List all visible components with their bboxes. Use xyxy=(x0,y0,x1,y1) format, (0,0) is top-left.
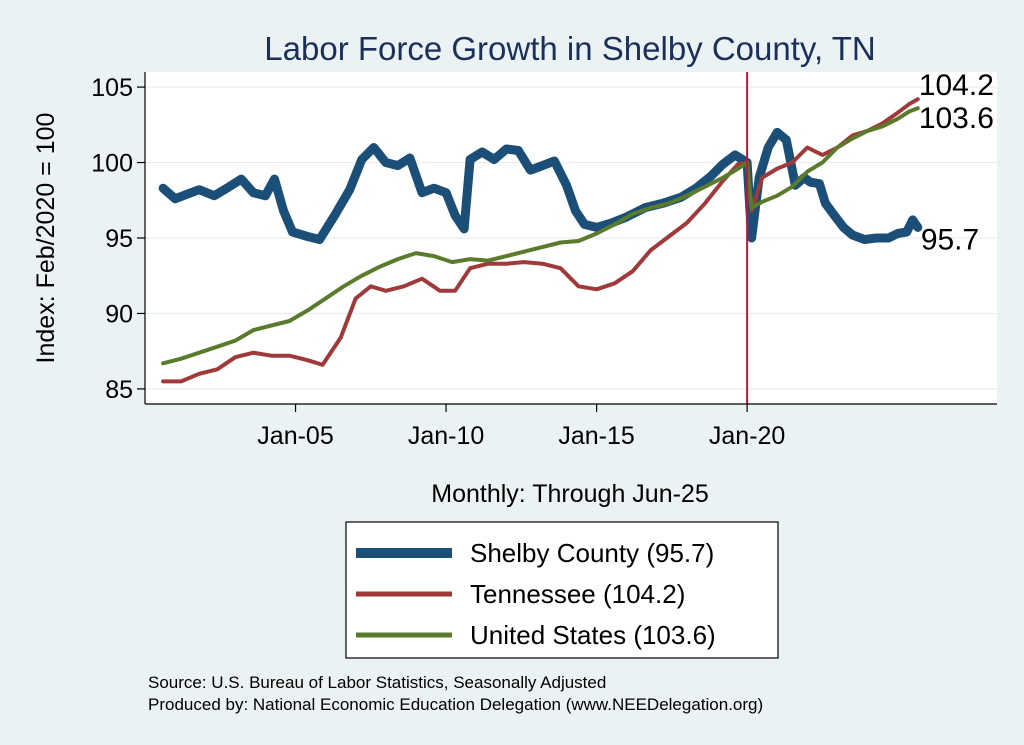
y-axis-label: Index: Feb/2020 = 100 xyxy=(32,113,60,364)
x-tick-label-Jan-20: Jan-20 xyxy=(709,422,785,450)
legend: Shelby County (95.7) Tennessee (104.2) Uni… xyxy=(345,521,779,659)
x-axis-label: Monthly: Through Jun-25 xyxy=(431,480,708,508)
legend-label: Tennessee (104.2) xyxy=(470,579,685,609)
series-lines xyxy=(158,97,923,384)
axes: 85 90 95 100 105 Jan-05 Jan-10 Jan-15 Jan-20 xyxy=(91,72,997,450)
legend-label: Shelby County (95.7) xyxy=(470,538,714,568)
y-tick-label-105: 105 xyxy=(91,74,133,102)
y-tick-label-100: 100 xyxy=(91,150,133,178)
end-label-tennessee: 104.2 xyxy=(919,69,994,102)
y-tick-label-90: 90 xyxy=(105,300,133,328)
producer-note: Produced by: National Economic Education… xyxy=(148,695,763,714)
x-tick-label-Jan-15: Jan-15 xyxy=(558,422,634,450)
source-note: Source: U.S. Bureau of Labor Statistics,… xyxy=(148,673,606,692)
x-tick-label-Jan-05: Jan-05 xyxy=(257,422,333,450)
legend-item-shelby-county: Shelby County (95.7) xyxy=(356,538,714,568)
legend-item-united-states: United States (103.6) xyxy=(356,620,716,650)
y-tick-label-95: 95 xyxy=(105,225,133,253)
chart-title: Labor Force Growth in Shelby County, TN xyxy=(264,30,875,67)
end-label-shelby-county: 95.7 xyxy=(921,223,979,256)
y-tick-label-85: 85 xyxy=(105,376,133,404)
series-line-tennessee xyxy=(161,97,920,384)
legend-label: United States (103.6) xyxy=(470,620,716,650)
plot-area: 85 90 95 100 105 Jan-05 Jan-10 Jan-15 Jan-20 95.… xyxy=(91,69,997,450)
series-line-united-states xyxy=(161,106,920,366)
legend-item-tennessee: Tennessee (104.2) xyxy=(356,579,685,609)
x-tick-label-Jan-10: Jan-10 xyxy=(408,422,484,450)
series-line-shelby-county xyxy=(158,127,923,244)
end-label-united-states: 103.6 xyxy=(919,102,994,135)
